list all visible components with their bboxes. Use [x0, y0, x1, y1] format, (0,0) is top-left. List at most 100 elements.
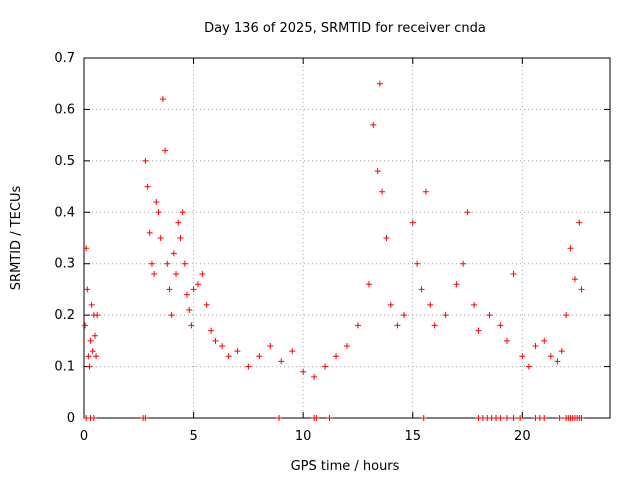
data-point: [475, 327, 482, 334]
data-point: [471, 301, 478, 308]
data-point: [89, 348, 96, 355]
zero-data-point: [541, 415, 548, 421]
data-point: [311, 373, 318, 380]
data-point: [164, 260, 171, 267]
x-tick-label: 20: [514, 429, 531, 444]
data-point: [199, 271, 206, 277]
data-point: [400, 312, 407, 319]
zero-data-point: [142, 415, 149, 421]
data-point: [162, 147, 169, 154]
data-point: [503, 337, 510, 344]
zero-data-point: [497, 415, 504, 421]
data-point: [170, 250, 177, 257]
data-point: [86, 363, 93, 370]
data-point: [532, 343, 539, 349]
data-point: [558, 348, 565, 355]
data-point: [354, 322, 361, 329]
data-point: [409, 219, 416, 226]
data-point: [541, 337, 548, 344]
data-point: [175, 219, 182, 226]
data-point: [177, 235, 184, 241]
data-point: [173, 271, 180, 277]
data-point: [84, 286, 91, 293]
y-axis-title: SRMTID / TECUs: [9, 186, 24, 291]
data-point: [278, 358, 285, 365]
chart-title: Day 136 of 2025, SRMTID for receiver cnd…: [204, 21, 486, 36]
data-point: [87, 337, 94, 344]
zero-data-point: [313, 415, 320, 421]
data-point: [453, 281, 460, 288]
data-point: [418, 286, 425, 293]
data-point: [525, 363, 532, 370]
data-point: [85, 353, 92, 360]
data-point: [510, 271, 517, 277]
data-point: [83, 245, 90, 252]
data-point: [300, 368, 307, 375]
data-point: [166, 286, 173, 293]
data-point: [422, 188, 429, 195]
data-point: [168, 312, 175, 319]
data-point: [256, 353, 263, 360]
data-point: [519, 353, 526, 360]
data-point: [148, 260, 155, 267]
data-point: [431, 322, 438, 329]
data-point: [142, 157, 149, 164]
data-point: [267, 343, 274, 349]
plot-frame: [83, 57, 611, 419]
data-point: [374, 168, 381, 175]
y-tick-label: 0.2: [54, 308, 75, 323]
zero-data-point: [420, 415, 427, 421]
zero-data-point: [276, 415, 283, 421]
data-point: [387, 301, 394, 308]
data-point: [91, 332, 98, 339]
zero-data-point: [556, 415, 563, 421]
data-point: [155, 209, 162, 216]
y-tick-label: 0.1: [54, 360, 75, 375]
data-point: [554, 358, 561, 365]
data-point: [571, 276, 578, 283]
data-point: [427, 301, 434, 308]
data-point: [394, 322, 401, 329]
data-point: [159, 96, 166, 103]
y-tick-label: 0.5: [54, 154, 75, 169]
data-point: [219, 343, 226, 349]
zero-data-point: [578, 415, 585, 421]
data-point: [88, 301, 95, 308]
zero-data-point: [510, 415, 517, 421]
data-point: [212, 337, 219, 344]
data-point: [333, 353, 340, 360]
data-point: [578, 286, 585, 293]
data-point: [245, 363, 252, 370]
data-point: [497, 322, 504, 329]
y-tick-label: 0.3: [54, 257, 75, 272]
data-point: [567, 245, 574, 252]
data-point: [344, 343, 350, 349]
data-point: [486, 312, 493, 319]
zero-data-point: [517, 415, 524, 421]
data-point: [157, 235, 164, 241]
data-point: [190, 286, 197, 293]
data-point: [203, 301, 210, 308]
zero-data-point: [503, 415, 510, 421]
data-point: [370, 121, 377, 128]
data-point: [464, 209, 471, 216]
zero-data-point: [326, 415, 333, 421]
data-point: [289, 348, 296, 355]
data-point: [194, 281, 201, 288]
x-tick-label: 15: [404, 429, 421, 444]
data-point: [184, 291, 191, 298]
x-tick-label: 10: [295, 429, 312, 444]
data-point: [186, 307, 193, 313]
data-point: [547, 353, 554, 360]
data-point: [93, 353, 100, 360]
data-point: [234, 348, 241, 355]
data-point: [376, 80, 383, 87]
y-tick-label: 0.6: [54, 102, 75, 117]
data-point: [460, 260, 467, 267]
data-point: [383, 235, 390, 241]
data-point: [146, 229, 153, 236]
data-point: [82, 322, 89, 329]
data-point: [181, 260, 188, 267]
data-point: [414, 260, 421, 267]
